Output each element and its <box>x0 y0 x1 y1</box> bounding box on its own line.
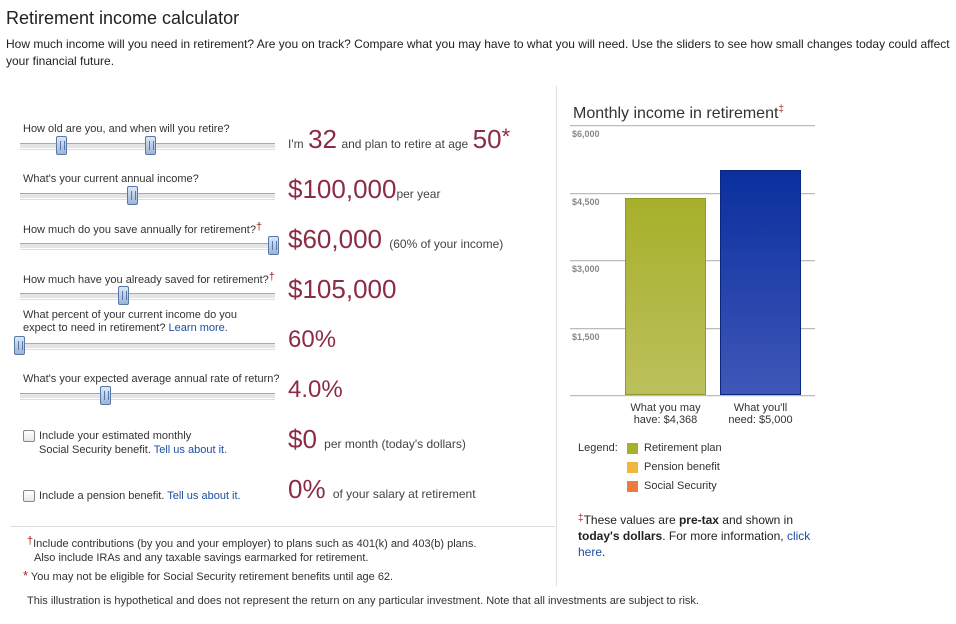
chart-note-text-4: . <box>602 545 606 559</box>
legend-label-pension-benefit: Pension benefit <box>644 461 720 473</box>
social-security-line1: Include your estimated monthly <box>39 430 192 442</box>
column-divider <box>556 86 557 586</box>
savings-dagger: † <box>255 221 263 233</box>
pension-value: 0% <box>288 474 326 504</box>
social-security-answer: $0 per month (today's dollars) <box>288 424 466 455</box>
social-security-line2-wrap: Social Security benefit. Tell us about i… <box>39 443 227 457</box>
income-question: What's your current annual income? <box>23 173 199 185</box>
legend-swatch-social-security <box>627 481 638 492</box>
y-tick-label: $3,000 <box>572 264 600 274</box>
percent-question-line1: What percent of your current income do y… <box>23 309 237 321</box>
dagger-footnote-line1: Include contributions (by you and your e… <box>33 538 477 550</box>
chart-top-rule <box>570 125 815 126</box>
rate-value: 4.0% <box>288 376 343 403</box>
chart-note-todays-dollars: today's dollars <box>578 529 663 543</box>
percent-question: What percent of your current income do y… <box>23 309 237 335</box>
social-security-value: $0 <box>288 424 317 454</box>
rate-slider-handle[interactable] <box>100 386 111 405</box>
age-question: How old are you, and when will you retir… <box>23 123 230 135</box>
rate-question: What's your expected average annual rate… <box>23 373 280 385</box>
pension-label: Include a pension benefit. Tell us about… <box>39 489 241 503</box>
chart-gridline <box>570 192 815 194</box>
pension-checkbox[interactable] <box>23 490 35 502</box>
retire-age-value: 50 <box>472 124 502 154</box>
y-tick-label: $6,000 <box>572 129 600 139</box>
dagger-footnote-mark: † <box>27 535 34 547</box>
y-tick-label: $4,500 <box>572 196 600 207</box>
income-suffix: per year <box>396 187 441 201</box>
learn-more-link[interactable]: Learn more. <box>168 322 228 334</box>
income-slider-handle[interactable] <box>127 186 138 205</box>
percent-question-line2-wrap: expect to need in retirement? Learn more… <box>23 322 237 335</box>
percent-value: 60% <box>288 326 337 353</box>
savings-question-label: How much do you save annually for retire… <box>23 224 256 236</box>
chart-baseline <box>570 395 815 396</box>
dagger-footnote-line2: Also include IRAs and any taxable saving… <box>34 552 369 564</box>
rate-slider-track[interactable] <box>20 393 275 399</box>
income-value: $100,000 <box>288 174 397 204</box>
pension-answer: 0% of your salary at retirement <box>288 474 476 505</box>
age-answer: I'm 32 and plan to retire at age 50* <box>288 124 510 155</box>
chart-note-mark: ‡ <box>578 513 584 524</box>
savings-question: How much do you save annually for retire… <box>23 221 262 237</box>
social-security-label: Include your estimated monthly Social Se… <box>39 429 227 457</box>
percent-question-line2: expect to need in retirement? <box>23 322 166 334</box>
dagger-footnote: †Include contributions (by you and your … <box>27 534 476 565</box>
income-answer: $100,000per year <box>288 174 440 205</box>
saved-question: How much have you already saved for reti… <box>23 271 275 287</box>
intro-text: How much income will you need in retirem… <box>6 37 950 68</box>
legend-swatch-retirement-plan <box>627 443 638 454</box>
age-middle-text: and plan to retire at age <box>341 137 469 151</box>
pension-tell-us-link[interactable]: Tell us about it. <box>167 490 241 502</box>
bar-category-label: What you'll need: $5,000 <box>728 402 793 426</box>
bar-what-you-may-have <box>625 198 706 395</box>
retire-age-slider-handle[interactable] <box>145 136 156 155</box>
pension-suffix: of your salary at retirement <box>332 487 476 501</box>
savings-answer: $60,000 (60% of your income) <box>288 224 503 255</box>
chart-note-text-3: . For more information, <box>662 529 787 543</box>
legend-title: Legend: <box>578 442 618 454</box>
percent-slider-handle[interactable] <box>14 336 25 355</box>
social-security-tell-us-link[interactable]: Tell us about it. <box>153 444 228 456</box>
saved-question-label: How much have you already saved for reti… <box>23 274 269 286</box>
star-footnote-mark: * <box>23 568 29 583</box>
chart-note: ‡These values are pre-tax and shown in t… <box>578 511 828 560</box>
saved-slider-handle[interactable] <box>118 286 129 305</box>
footnote-divider <box>10 526 555 527</box>
saved-slider-track[interactable] <box>20 293 275 299</box>
income-slider-track[interactable] <box>20 193 275 199</box>
legend-label-retirement-plan: Retirement plan <box>644 442 722 454</box>
savings-suffix: (60% of your income) <box>389 237 504 251</box>
chart-note-text-2: and shown in <box>718 513 794 527</box>
percent-slider-track[interactable] <box>20 343 275 349</box>
star-footnote: * You may not be eligible for Social Sec… <box>23 569 393 584</box>
age-prefix: I'm <box>288 137 304 151</box>
chart-title-text: Monthly income in retirement <box>573 105 779 122</box>
social-security-checkbox[interactable] <box>23 430 35 442</box>
age-asterisk: * <box>501 124 511 149</box>
chart-note-text-1: These values are <box>583 513 679 527</box>
social-security-line2: Social Security benefit. <box>39 444 151 456</box>
savings-value: $60,000 <box>288 224 382 254</box>
saved-value: $105,000 <box>288 274 397 304</box>
y-tick-label: $1,500 <box>572 331 600 342</box>
bar-category-label: What you may have: $4,368 <box>630 402 701 426</box>
saved-dagger: † <box>268 271 275 283</box>
chart-note-click-here-link[interactable]: click here <box>578 529 811 559</box>
current-age-slider-handle[interactable] <box>56 136 67 155</box>
savings-slider-track[interactable] <box>20 243 275 249</box>
star-footnote-text: You may not be eligible for Social Secur… <box>30 571 394 583</box>
chart-note-pretax: pre-tax <box>678 513 719 527</box>
chart-title: Monthly income in retirement‡ <box>573 104 784 123</box>
pension-label-text: Include a pension benefit. <box>39 490 165 502</box>
disclaimer: This illustration is hypothetical and do… <box>27 595 699 607</box>
bar-what-youll-need <box>720 170 801 395</box>
legend-label-social-security: Social Security <box>644 480 717 492</box>
page-title: Retirement income calculator <box>6 8 240 28</box>
chart-title-mark: ‡ <box>778 104 784 115</box>
current-age-value: 32 <box>308 124 337 154</box>
legend-swatch-pension-benefit <box>627 462 638 473</box>
savings-slider-handle[interactable] <box>268 236 279 255</box>
social-security-suffix: per month (today's dollars) <box>324 437 466 451</box>
